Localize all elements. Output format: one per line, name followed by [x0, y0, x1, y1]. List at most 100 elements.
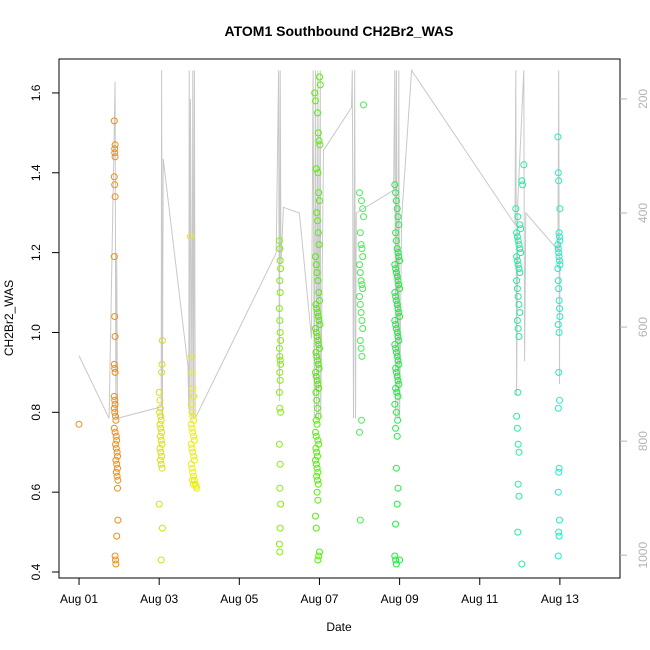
- data-point: [277, 265, 285, 273]
- data-point: [392, 293, 400, 300]
- data-point: [156, 432, 164, 440]
- data-point: [316, 297, 323, 304]
- data-point: [110, 173, 118, 181]
- data-point: [514, 440, 522, 448]
- series-group: [275, 237, 285, 556]
- data-point: [112, 556, 119, 564]
- data-point: [157, 424, 165, 432]
- data-point: [514, 237, 522, 245]
- data-point: [158, 440, 166, 448]
- data-point: [276, 257, 284, 265]
- data-point: [392, 269, 400, 277]
- data-point: [359, 285, 367, 293]
- data-point: [110, 360, 118, 368]
- data-point: [188, 408, 196, 416]
- data-point: [314, 468, 322, 476]
- data-point: [312, 261, 320, 269]
- data-point: [314, 404, 321, 412]
- data-point: [188, 424, 196, 432]
- data-point: [392, 556, 400, 564]
- data-point: [111, 141, 119, 149]
- data-point: [276, 277, 284, 285]
- data-point: [358, 317, 366, 324]
- data-point: [312, 444, 320, 452]
- data-point: [391, 181, 399, 189]
- data-point: [393, 372, 401, 380]
- data-point: [555, 532, 563, 540]
- data-point: [111, 552, 119, 560]
- data-point: [312, 372, 320, 380]
- x-tick-label: Aug 07: [300, 592, 338, 606]
- data-point: [314, 309, 321, 316]
- data-point: [112, 444, 120, 452]
- data-point: [392, 408, 400, 416]
- data-point: [156, 444, 164, 452]
- data-point: [392, 384, 400, 392]
- data-point: [276, 356, 284, 364]
- data-point: [156, 456, 164, 464]
- data-point: [358, 416, 365, 424]
- data-point: [113, 448, 121, 456]
- x-tick-label: Aug 03: [140, 592, 178, 606]
- data-point: [157, 412, 165, 420]
- data-point: [357, 344, 365, 352]
- data-point: [391, 261, 399, 269]
- data-point: [157, 460, 165, 468]
- data-point: [312, 368, 319, 376]
- data-point: [356, 428, 363, 436]
- data-point: [392, 520, 400, 528]
- data-point: [112, 440, 119, 448]
- data-point: [393, 329, 401, 336]
- data-point: [313, 352, 321, 360]
- data-point: [555, 368, 563, 376]
- data-point: [392, 364, 400, 372]
- data-point: [391, 552, 399, 560]
- data-point: [189, 448, 197, 456]
- data-point: [515, 241, 523, 249]
- data-point: [276, 317, 284, 324]
- data-point: [515, 265, 523, 273]
- data-point: [110, 117, 118, 125]
- data-point: [313, 448, 321, 456]
- data-point: [314, 337, 322, 344]
- data-point: [394, 416, 402, 424]
- data-point: [114, 452, 121, 460]
- data-point: [275, 388, 283, 396]
- data-point: [277, 360, 285, 368]
- data-point: [554, 169, 562, 177]
- data-point: [313, 333, 321, 340]
- data-point: [313, 464, 321, 472]
- data-point: [513, 285, 521, 293]
- y-tick-label: 0.8: [29, 404, 43, 421]
- data-point: [392, 321, 400, 328]
- data-point: [516, 309, 524, 316]
- data-point: [190, 472, 198, 480]
- data-point: [513, 424, 521, 432]
- data-point: [155, 500, 163, 508]
- data-point: [554, 404, 562, 412]
- data-point: [158, 464, 166, 472]
- data-point: [514, 261, 522, 269]
- data-point: [111, 408, 119, 416]
- data-point: [312, 512, 319, 520]
- data-point: [393, 273, 401, 281]
- data-point: [555, 468, 563, 476]
- data-point: [312, 456, 319, 464]
- data-point: [393, 500, 401, 508]
- data-point: [356, 516, 364, 524]
- data-point: [516, 245, 524, 253]
- series-group: [554, 133, 564, 560]
- data-point: [276, 329, 284, 336]
- data-point: [158, 452, 166, 460]
- data-point: [113, 460, 121, 468]
- series-group: [75, 117, 122, 568]
- data-point: [392, 464, 400, 472]
- data-point: [554, 265, 562, 273]
- data-point: [277, 408, 285, 416]
- data-point: [395, 309, 403, 316]
- x-axis: Aug 01 Aug 03 Aug 05 Aug 07 Aug 09 Aug 11 Aug …: [60, 577, 579, 606]
- series-group: [186, 233, 201, 492]
- data-point: [312, 325, 319, 332]
- data-point: [516, 221, 524, 229]
- data-point: [312, 253, 319, 261]
